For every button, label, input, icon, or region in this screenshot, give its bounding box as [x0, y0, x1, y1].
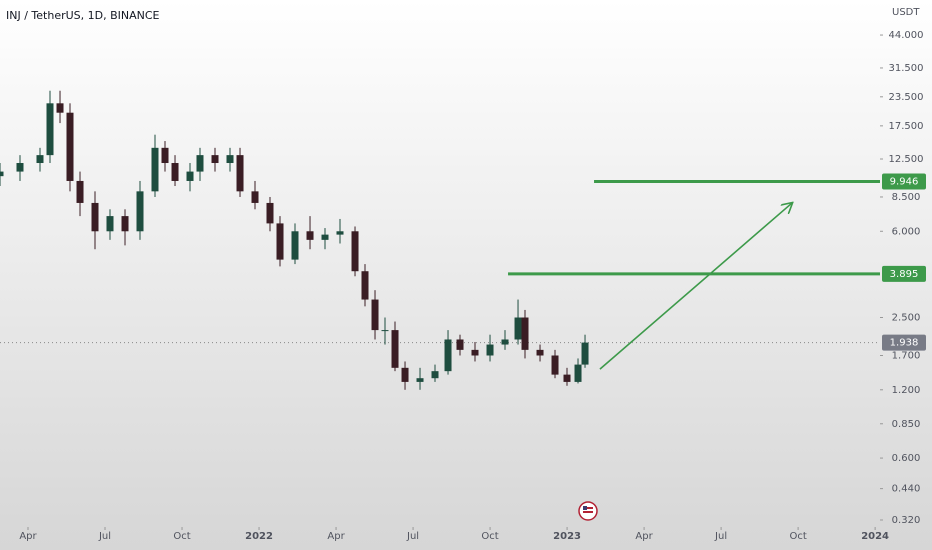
candle-body: [136, 191, 144, 232]
candle-body: [563, 374, 571, 382]
candle-body: [196, 155, 204, 172]
candle-body: [46, 103, 54, 156]
candle-body: [486, 344, 494, 356]
x-tick-label: Apr: [19, 531, 37, 542]
candle-body: [416, 378, 424, 382]
candle-body: [161, 147, 169, 164]
arrow: [599, 203, 792, 370]
candle-body: [151, 147, 159, 192]
y-tick-label: 0.600: [892, 453, 921, 464]
candle-body: [56, 103, 64, 113]
candle-body: [551, 355, 559, 375]
x-tick-label: Jul: [98, 531, 111, 542]
candle-body: [306, 231, 314, 240]
x-tick-label: Apr: [327, 531, 345, 542]
candle-body: [291, 231, 299, 260]
candle-body: [361, 271, 369, 300]
x-tick-label: 2024: [861, 531, 889, 542]
y-tick-label: 0.850: [892, 419, 921, 430]
candle-body: [471, 349, 479, 356]
candle-body: [251, 191, 259, 203]
candle-body: [456, 339, 464, 350]
candle-body: [266, 202, 274, 224]
y-tick-label: 2.500: [892, 313, 921, 324]
candle-body: [236, 155, 244, 192]
candle-body: [121, 216, 129, 232]
y-tick-label: 1.700: [892, 350, 921, 361]
last-price-label: 1.938: [890, 338, 919, 349]
y-tick-label: 1.200: [892, 385, 921, 396]
level-label-box: [882, 265, 926, 282]
candle-body: [391, 330, 399, 368]
y-tick-label: 23.500: [889, 92, 924, 103]
candle-body: [91, 202, 99, 232]
y-tick-label: 17.500: [889, 121, 924, 132]
x-tick-label: Jul: [714, 531, 727, 542]
x-tick-label: Oct: [481, 531, 498, 542]
y-tick-label: 0.320: [892, 515, 921, 526]
candle-body: [581, 342, 589, 365]
candle-body: [371, 299, 379, 331]
x-tick-label: Oct: [173, 531, 190, 542]
x-tick-label: 2023: [553, 531, 581, 542]
y-tick-label: 44.000: [889, 30, 924, 41]
y-tick-label: 6.000: [892, 226, 921, 237]
candle-body: [514, 317, 522, 340]
candle-body: [501, 339, 509, 345]
candle-body: [16, 163, 24, 172]
y-tick-label: 8.500: [892, 192, 921, 203]
candle-body: [211, 155, 219, 164]
candle-body: [401, 367, 409, 382]
candle-body: [171, 163, 179, 181]
candle-body: [444, 339, 452, 372]
candle-body: [536, 349, 544, 356]
x-tick-label: Oct: [789, 531, 806, 542]
candle-body: [66, 112, 74, 181]
level-label: 3.895: [890, 269, 919, 280]
candle-body: [36, 155, 44, 164]
candle-body: [186, 171, 194, 181]
level-label: 9.946: [890, 177, 919, 188]
candle-body: [574, 364, 582, 382]
candle-body: [226, 155, 234, 164]
last-price-box: [882, 334, 926, 351]
candle-body: [521, 317, 529, 350]
candle-body: [336, 231, 344, 235]
x-tick-label: 2022: [245, 531, 273, 542]
x-tick-label: Apr: [635, 531, 653, 542]
candle-body: [351, 231, 359, 272]
x-tick-label: Jul: [406, 531, 419, 542]
y-tick-label: 31.500: [889, 63, 924, 74]
flag-icon: [578, 501, 598, 521]
axis-unit: USDT: [892, 7, 920, 18]
candle-body: [276, 223, 284, 260]
candle-body: [76, 180, 84, 203]
candle-body: [106, 216, 114, 232]
y-tick-label: 0.440: [892, 484, 921, 495]
candle-body: [0, 171, 4, 177]
chart-title: INJ / TetherUS, 1D, BINANCE: [6, 9, 160, 22]
candle-body: [321, 234, 329, 240]
candle-body: [431, 371, 439, 379]
y-tick-label: 12.500: [889, 154, 924, 165]
level-label-box: [882, 173, 926, 190]
candle-body: [381, 330, 389, 332]
